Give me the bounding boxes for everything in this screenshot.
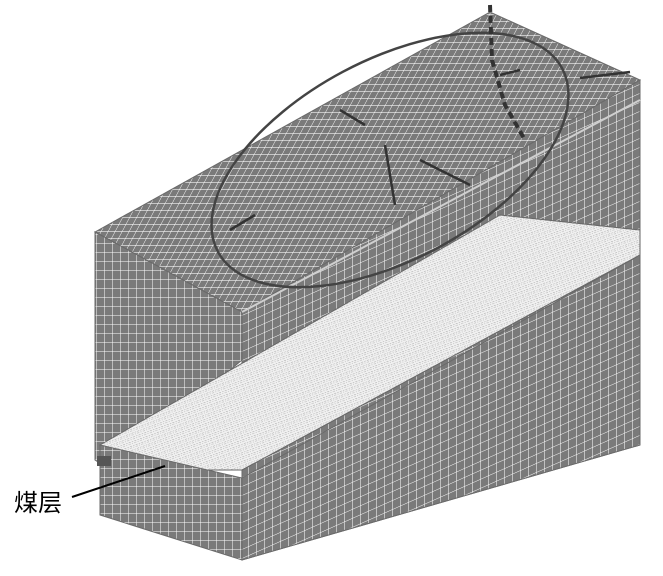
top-face-ellipse [210, 31, 570, 289]
lower-block-right-face [241, 254, 641, 561]
seam-edge-notch [97, 456, 111, 466]
marker-arrow-1 [229, 213, 256, 232]
marker-arrow-4 [339, 108, 366, 127]
marker-arrow-2 [383, 144, 397, 206]
marker-arrow-6 [579, 70, 631, 80]
marker-arrow-5 [499, 68, 521, 77]
marker-arrow-3 [419, 158, 471, 187]
callout-leader-line [71, 465, 166, 498]
dashed-feature-line [488, 4, 527, 141]
coal-seam-callout-label: 煤层 [14, 489, 62, 517]
upper-block-ridge [241, 99, 641, 313]
